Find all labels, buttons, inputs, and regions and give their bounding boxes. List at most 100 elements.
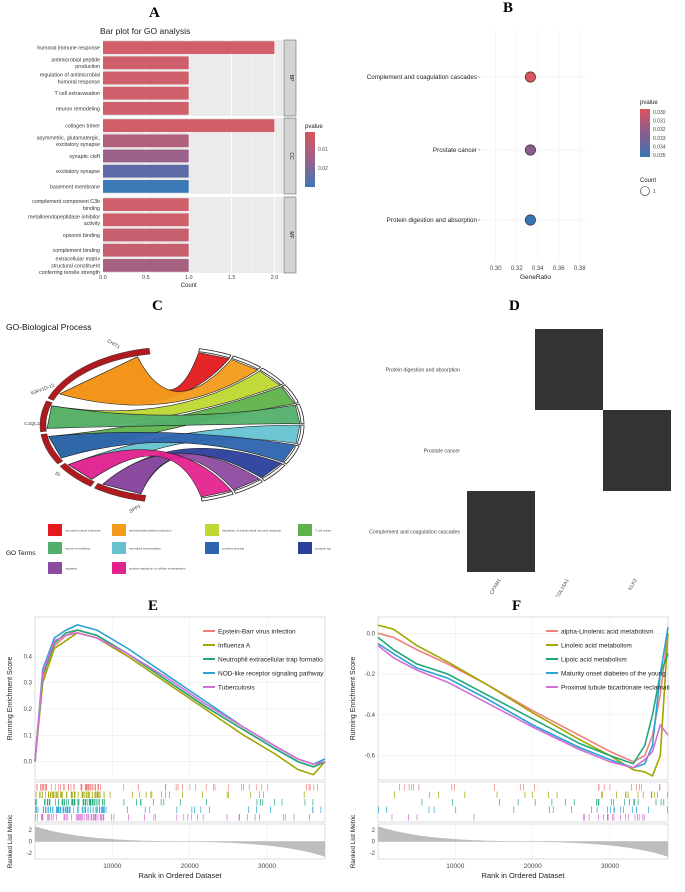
chord-ribbon bbox=[102, 452, 261, 495]
term-arc bbox=[233, 479, 264, 494]
kegg-dot-plot: Complement and coagulation cascades Prost… bbox=[367, 30, 666, 281]
legend-swatch bbox=[48, 562, 62, 574]
term-arc bbox=[231, 355, 262, 370]
x-tick-label: 0.5 bbox=[142, 275, 150, 281]
enrichment-line bbox=[34, 631, 326, 776]
gene-arc bbox=[47, 347, 151, 401]
category-label: humoral immune response bbox=[37, 45, 100, 51]
heatmap-cell bbox=[467, 491, 535, 572]
legend-label: neuron remodeling bbox=[65, 547, 90, 551]
x-tick-label: 0.38 bbox=[574, 266, 586, 272]
legend-label: Neutrophil extracellular trap formatio bbox=[218, 657, 323, 664]
legend-label: Maturity onset diabetes of the young bbox=[561, 671, 666, 678]
heatmap-cell bbox=[535, 410, 603, 491]
legend-label: migration bbox=[65, 567, 78, 571]
x-tick-label: 0.36 bbox=[553, 266, 565, 272]
term-arc bbox=[296, 424, 305, 445]
legend-swatch bbox=[298, 524, 312, 536]
row-label: Complement and coagulation cascades bbox=[369, 530, 460, 536]
enrichment-line bbox=[377, 624, 669, 778]
panel-label-f: F bbox=[512, 598, 522, 614]
gene-arc bbox=[39, 400, 53, 433]
legend-label: NOD-like receptor signaling pathway bbox=[218, 671, 324, 678]
chart-title: Bar plot for GO analysis bbox=[100, 26, 190, 36]
colorbar-tick: 0.01 bbox=[318, 147, 328, 153]
legend-swatch bbox=[48, 524, 62, 536]
legend-label: neutrophil extravasation bbox=[129, 547, 161, 551]
x-tick-label: 0.34 bbox=[532, 266, 544, 272]
x-axis-label: Rank in Ordered Dataset bbox=[139, 871, 223, 880]
gsea-plot-e: 0.0 0.1 0.2 0.3 0.4 -2 0 2 10000 20000 30000 Rank i… bbox=[7, 616, 326, 880]
bar bbox=[103, 134, 189, 148]
heatmap-cell bbox=[603, 491, 671, 572]
size-legend-circle bbox=[640, 186, 650, 196]
y2-tick-label: -2 bbox=[370, 851, 376, 857]
gene-arc bbox=[59, 462, 95, 487]
term-arc bbox=[295, 403, 305, 424]
facet-strip-label: CC bbox=[288, 152, 294, 160]
panel-label-c: C bbox=[152, 298, 163, 314]
x-tick-label: 0.0 bbox=[99, 275, 107, 281]
plot-frame bbox=[34, 616, 326, 781]
col-label: CPXM1 bbox=[489, 578, 503, 596]
legend-label: Tuberculosis bbox=[218, 685, 255, 692]
legend-label: Linoleic acid metabolism bbox=[561, 643, 632, 650]
category-label: metalloendopeptidase inhibitor activity bbox=[28, 214, 100, 227]
legend-swatch bbox=[112, 524, 126, 536]
colorbar-tick: 0.030 bbox=[653, 110, 666, 116]
term-arc bbox=[200, 491, 234, 502]
x-tick-label: 1.5 bbox=[228, 275, 236, 281]
panel-label-a: A bbox=[149, 5, 160, 21]
x-tick-label: 10000 bbox=[446, 863, 464, 870]
y-tick-label: -0.6 bbox=[365, 754, 376, 760]
colorbar bbox=[640, 109, 650, 157]
gene-arc bbox=[40, 433, 64, 465]
heatmap-cell bbox=[603, 329, 671, 410]
y2-axis-label: Ranked List Metric bbox=[350, 814, 357, 869]
y-tick-label: -0.2 bbox=[365, 672, 376, 678]
row-label: Prostate cancer bbox=[424, 449, 461, 455]
enrichment-line bbox=[377, 636, 669, 765]
colorbar-tick: 0.035 bbox=[653, 153, 666, 159]
category-label: basement membrane bbox=[50, 184, 100, 190]
legend-swatch bbox=[48, 542, 62, 554]
gene-label: SPP1 bbox=[128, 503, 142, 514]
y2-tick-label: 0 bbox=[372, 840, 376, 846]
legend-swatch bbox=[205, 542, 219, 554]
facet-strip bbox=[283, 39, 297, 117]
x-tick-label: 2.0 bbox=[271, 275, 279, 281]
legend-label: antimicrobial peptide production bbox=[129, 529, 172, 533]
category-label: collagen trimer bbox=[65, 123, 100, 129]
legend-swatch bbox=[205, 524, 219, 536]
legend-label: Epstein-Barr virus infection bbox=[218, 629, 296, 636]
term-arc bbox=[283, 444, 300, 465]
legend-label: humoral immune response bbox=[65, 529, 101, 533]
facet-strip bbox=[283, 117, 297, 195]
panel-label-b: B bbox=[503, 0, 514, 16]
bar bbox=[103, 119, 275, 132]
category-label: regulation of antimicrobial humoral respo… bbox=[40, 72, 100, 85]
colorbar-title: pvalue bbox=[305, 124, 323, 130]
legend-label: T cell extrav. bbox=[315, 529, 332, 533]
enrichment-line bbox=[34, 629, 326, 768]
col-label: KLK3 bbox=[627, 578, 638, 592]
heatmap-cell bbox=[603, 410, 671, 491]
colorbar-tick: 0.033 bbox=[653, 136, 666, 142]
category-label: Prostate cancer bbox=[433, 147, 477, 154]
category-label: complement component C3b binding bbox=[32, 199, 100, 212]
y-tick-label: 0.0 bbox=[24, 760, 33, 766]
bar bbox=[103, 102, 189, 115]
legend-label: positive regulation of cellular extravas… bbox=[129, 567, 186, 571]
bar bbox=[103, 228, 189, 242]
legend-label: Proximal tubule bicarbonate reclamati bbox=[561, 685, 670, 692]
dot bbox=[524, 71, 536, 83]
colorbar-tick: 0.034 bbox=[653, 144, 666, 150]
metric-area bbox=[35, 826, 325, 857]
x-axis-label: GeneRatio bbox=[520, 274, 551, 281]
y-axis-label: Running Enrichment Score bbox=[7, 657, 14, 741]
legend-label: Influenza A bbox=[218, 643, 251, 650]
legend-swatch bbox=[298, 542, 312, 554]
x-tick-label: 1.0 bbox=[185, 275, 193, 281]
term-arc bbox=[281, 384, 299, 404]
bar bbox=[103, 71, 189, 85]
